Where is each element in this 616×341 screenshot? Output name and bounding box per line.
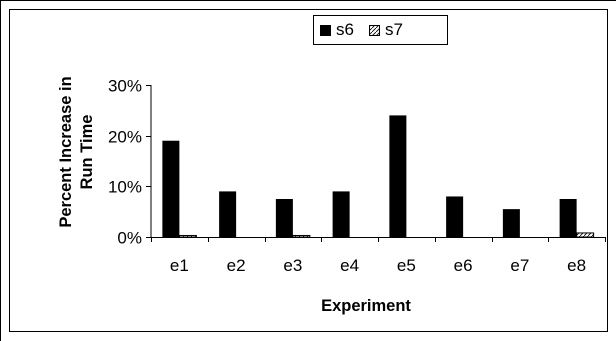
x-tick-label: e4 (340, 256, 359, 275)
y-tick-label: 30% (108, 77, 142, 96)
bar-s7-e1 (178, 234, 197, 238)
bar-s6-e3 (275, 199, 293, 237)
bar-s7-e8 (576, 232, 595, 238)
bar-s6-e4 (332, 191, 350, 237)
bar-s6-e1 (162, 140, 180, 237)
bar-s6-e6 (446, 196, 464, 237)
x-tick-label: e6 (454, 256, 473, 275)
chart-area-border (9, 9, 608, 332)
legend-box (313, 15, 448, 45)
y-ticks: 0% 10% 20% 30% (108, 77, 151, 248)
x-tick-label: e3 (283, 256, 302, 275)
bar-s6-e5 (389, 115, 407, 237)
y-axis-title-line2: Run Time (78, 115, 96, 190)
axes (150, 85, 606, 242)
legend-swatch-s6 (320, 25, 331, 36)
x-axis-title: Experiment (321, 297, 411, 315)
bar-s6-e2 (219, 191, 237, 237)
y-axis-title-line1: Percent Increase in (57, 76, 75, 227)
legend-label-s6: s6 (336, 20, 354, 39)
y-tick-label: 10% (108, 178, 142, 197)
legend: s6 s7 (313, 15, 448, 45)
x-tick-label: e5 (397, 256, 416, 275)
y-axis-title: Percent Increase in Run Time (57, 76, 96, 227)
x-tick-label: e8 (567, 256, 586, 275)
bars (162, 115, 595, 238)
x-tick-label: e7 (510, 256, 529, 275)
y-tick-label: 20% (108, 128, 142, 147)
x-tick-labels: e1 e2 e3 e4 e5 e6 e7 e8 (170, 256, 586, 275)
legend-swatch-s7 (369, 25, 380, 36)
x-tick-label: e1 (170, 256, 189, 275)
bar-s7-e3 (292, 234, 311, 238)
bar-s6-e8 (559, 199, 577, 237)
x-tick-label: e2 (227, 256, 246, 275)
y-tick-label: 0% (117, 229, 142, 248)
legend-label-s7: s7 (385, 20, 403, 39)
bar-s6-e7 (502, 209, 520, 237)
